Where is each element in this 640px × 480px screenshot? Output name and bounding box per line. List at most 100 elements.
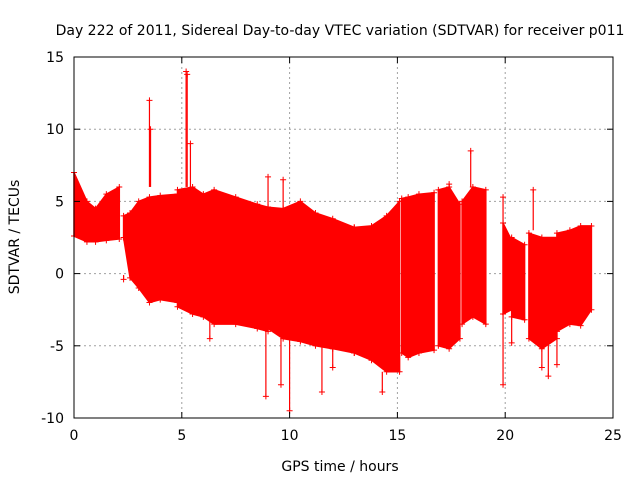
data-point [435, 186, 442, 193]
chart-title: Day 222 of 2011, Sidereal Day-to-day VTE… [56, 23, 625, 39]
data-series [71, 68, 595, 414]
x-tick-label: 25 [604, 428, 622, 444]
y-tick-label: 15 [46, 50, 64, 66]
data-band [400, 191, 435, 359]
data-band [122, 193, 179, 304]
data-point [459, 321, 466, 328]
data-point [232, 194, 239, 201]
data-point [120, 212, 127, 219]
data-point [431, 189, 438, 196]
data-point [297, 338, 304, 345]
data-point [383, 368, 390, 375]
y-tick-label: -10 [41, 411, 64, 427]
data-point [157, 296, 164, 303]
data-point [351, 350, 358, 357]
data-point [127, 274, 134, 281]
data-band [437, 186, 461, 350]
data-band [528, 232, 558, 350]
x-tick-label: 5 [177, 428, 186, 444]
data-point [431, 347, 438, 354]
data-point [318, 389, 325, 396]
data-point [297, 198, 304, 205]
data-band [556, 225, 593, 333]
data-point [211, 321, 218, 328]
data-point [459, 198, 466, 205]
data-band [353, 199, 401, 373]
data-point [538, 364, 545, 371]
data-point [232, 321, 239, 328]
data-point [92, 205, 99, 212]
data-point [553, 230, 560, 237]
data-point [127, 209, 134, 216]
data-band [461, 186, 487, 326]
data-point [588, 306, 595, 313]
y-tick-label: -5 [50, 339, 64, 355]
data-point [146, 299, 153, 306]
data-point [467, 147, 474, 154]
data-point [183, 68, 190, 75]
data-point [530, 186, 537, 193]
data-point [553, 361, 560, 368]
data-point [174, 186, 181, 193]
x-axis-label: GPS time / hours [281, 459, 398, 475]
data-point [415, 350, 422, 357]
data-point [120, 276, 127, 283]
data-point [146, 97, 153, 104]
data-point [277, 381, 284, 388]
data-point [396, 368, 403, 375]
data-point [577, 222, 584, 229]
data-point [187, 140, 194, 147]
data-band [267, 200, 356, 354]
x-tick-label: 20 [496, 428, 514, 444]
data-point [312, 342, 319, 349]
data-point [469, 313, 476, 320]
data-point [368, 357, 375, 364]
data-point [116, 183, 123, 190]
data-point [538, 234, 545, 241]
x-tick-label: 15 [388, 428, 406, 444]
data-point [446, 181, 453, 188]
data-point [329, 364, 336, 371]
data-point [500, 381, 507, 388]
data-point [525, 230, 532, 237]
data-point [135, 198, 142, 205]
data-point [83, 238, 90, 245]
data-point [577, 322, 584, 329]
data-point [545, 373, 552, 380]
data-point [200, 313, 207, 320]
y-tick-label: 0 [55, 267, 64, 283]
data-point [456, 335, 463, 342]
data-point [329, 215, 336, 222]
data-point [379, 389, 386, 396]
data-point [521, 241, 528, 248]
data-point [566, 321, 573, 328]
data-point [280, 176, 287, 183]
data-point [146, 194, 153, 201]
data-point [157, 192, 164, 199]
y-tick-label: 10 [46, 122, 64, 138]
x-tick-label: 0 [70, 428, 79, 444]
data-point [184, 71, 191, 78]
data-point [398, 350, 405, 357]
data-band [73, 172, 121, 243]
y-axis-label: SDTVAR / TECUs [7, 180, 23, 295]
data-point [383, 212, 390, 219]
data-point [351, 224, 358, 231]
data-point [482, 186, 489, 193]
axis-ticks: 0 5 10 15 20 25 -10 -5 0 5 10 15 [41, 50, 622, 444]
data-point [435, 342, 442, 349]
data-point [206, 335, 213, 342]
data-point [566, 227, 573, 234]
data-point [525, 335, 532, 342]
data-point [446, 345, 453, 352]
data-band [510, 236, 526, 321]
data-point [521, 316, 528, 323]
data-point [265, 173, 272, 180]
data-point [405, 354, 412, 361]
x-tick-label: 10 [281, 428, 299, 444]
data-point [262, 393, 269, 400]
data-point [254, 325, 261, 332]
data-point [482, 321, 489, 328]
data-point [265, 325, 272, 332]
plot-frame [73, 56, 614, 419]
